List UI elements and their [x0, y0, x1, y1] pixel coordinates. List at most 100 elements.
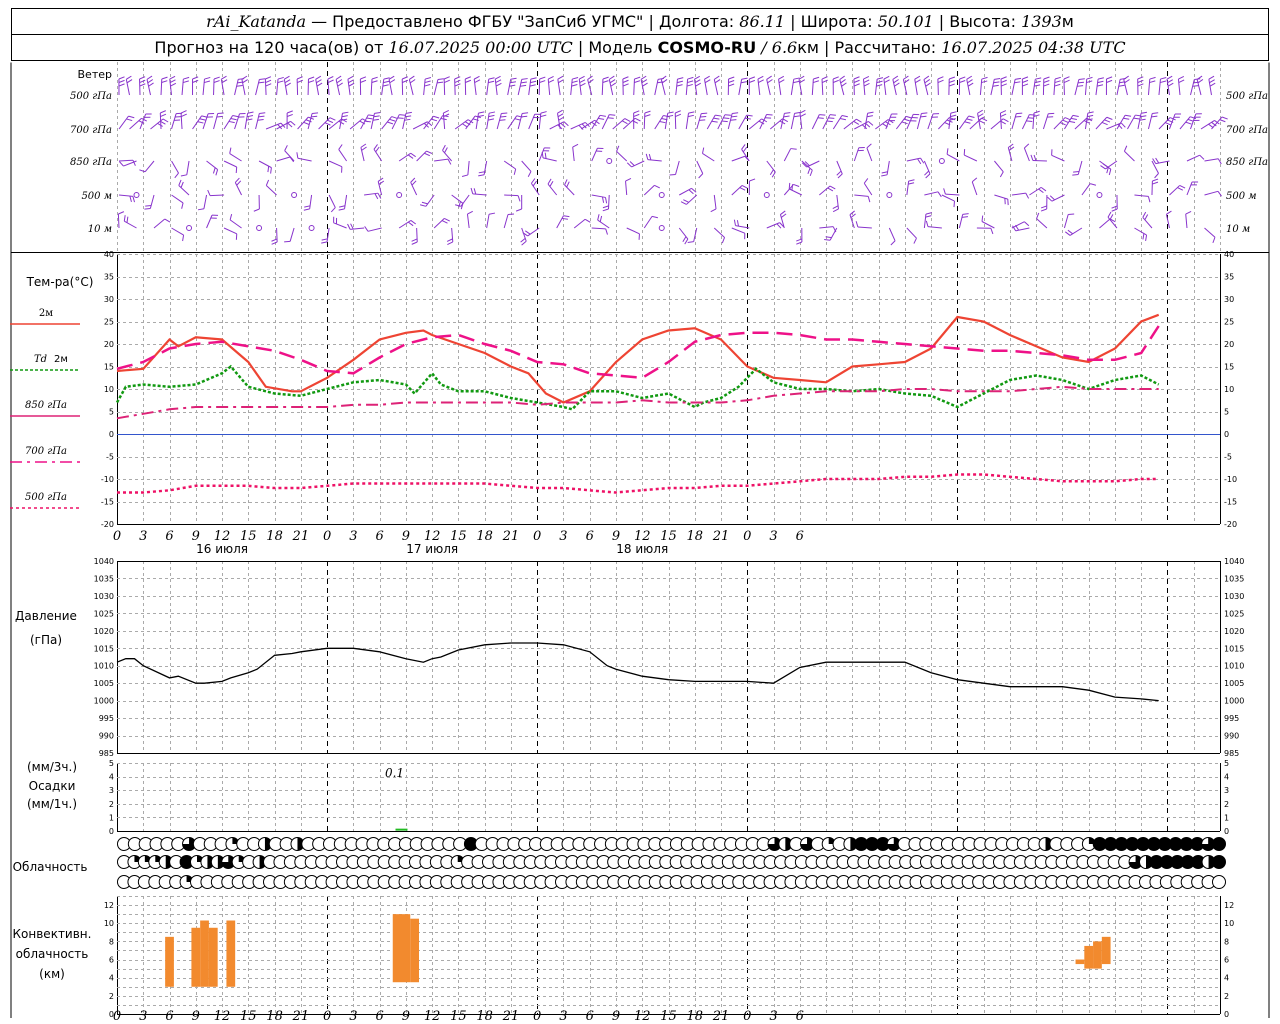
wind-barb-feather — [558, 79, 564, 84]
calc-time: 16.07.2025 04:38 UTC — [941, 38, 1126, 57]
wind-barb-shaft — [412, 121, 428, 130]
wind-barb-shaft — [643, 112, 646, 130]
wind-barb-shaft — [1032, 79, 1036, 96]
wind-barb — [1011, 192, 1030, 199]
wind-barb — [408, 75, 416, 96]
wind-barb-shaft — [857, 226, 872, 229]
wind-barb-feather — [539, 76, 546, 80]
wind-barb-feather — [426, 150, 433, 154]
wind-barb-feather — [277, 80, 284, 84]
wind-barb-feather — [645, 153, 649, 160]
wind-barb-shaft — [906, 114, 914, 130]
wind-barb — [451, 194, 464, 210]
cloud-cover-circle — [463, 837, 478, 851]
wind-barb-feather — [688, 189, 694, 195]
wind-barb-feather — [1026, 120, 1033, 122]
wind-barb-feather — [966, 118, 973, 121]
wind-barb — [685, 111, 695, 130]
wind-barb-feather — [651, 215, 658, 219]
wind-barb-feather — [541, 151, 544, 158]
wind-barb-feather — [1086, 76, 1093, 80]
wind-barb — [391, 114, 406, 130]
time-tick: 15 — [240, 529, 257, 544]
model-res-unit: км — [797, 38, 819, 57]
wind-barb-shaft — [486, 79, 490, 96]
wind-barb-shaft — [829, 227, 838, 241]
wind-barb — [1032, 110, 1040, 130]
wind-barb-feather — [478, 174, 485, 177]
wind-barb — [854, 194, 871, 203]
wind-barb-feather — [360, 79, 367, 83]
wind-barb-feather — [336, 79, 343, 84]
wind-barb-shaft — [442, 113, 446, 130]
wind-barb-feather — [1012, 225, 1017, 232]
wind-barb-shaft — [631, 160, 645, 168]
wind-barb-feather — [694, 75, 701, 80]
wind-barb-feather — [444, 79, 450, 83]
wind-barb-feather — [564, 179, 568, 186]
wind-barb-shaft — [234, 182, 243, 196]
wind-barb-shaft — [892, 79, 897, 96]
wind-barb — [1042, 112, 1055, 130]
wind-barb — [347, 223, 365, 230]
wind-barb-feather — [174, 172, 179, 179]
time-tick-bottom: 15 — [660, 1009, 677, 1024]
wind-barb-feather — [221, 79, 228, 84]
wind-barb-feather — [728, 76, 735, 80]
wind-barb-shaft — [801, 160, 813, 171]
wind-barb-feather — [598, 117, 605, 120]
wind-barb-feather — [999, 171, 1004, 178]
wind-barb — [819, 226, 837, 233]
time-tick-bottom: 21 — [502, 1009, 520, 1024]
wind-barb-shaft — [350, 227, 365, 230]
wind-barb-feather — [1149, 76, 1156, 80]
wind-barb-shaft — [377, 181, 383, 196]
wind-barb-feather — [1107, 211, 1112, 218]
wind-barb-shaft — [433, 79, 439, 96]
wind-barb-feather — [561, 217, 568, 220]
wind-barb-feather — [348, 82, 355, 87]
wind-barb-shaft — [888, 227, 896, 241]
wind-barb-feather — [139, 169, 146, 173]
cloud-cover-circle — [1159, 855, 1174, 869]
cloud-cover-circle — [767, 837, 782, 851]
cloud-cover-circle — [179, 855, 194, 869]
wind-barb — [766, 160, 776, 178]
wind-barb — [1030, 154, 1047, 162]
wind-barb-shaft — [504, 194, 519, 197]
wind-barb-feather — [817, 117, 824, 119]
wind-barb — [171, 160, 179, 179]
wind-barb-feather — [981, 76, 988, 80]
wind-barb-feather — [866, 115, 873, 118]
wind-barb-feather — [1145, 234, 1148, 242]
wind-barb-feather — [602, 208, 609, 212]
wind-barb-shaft — [556, 113, 561, 130]
wind-barb-feather — [1077, 85, 1084, 87]
temp-tick-left: 5 — [109, 408, 114, 417]
wind-barb-shaft — [1147, 79, 1151, 96]
wind-barb-feather — [710, 208, 717, 213]
station-name: rAi_Katanda — [206, 12, 306, 31]
wind-barb-feather — [1033, 110, 1040, 114]
wind-barb — [587, 75, 594, 96]
pressure-line — [116, 642, 1159, 702]
wind-barb-shaft — [674, 112, 677, 130]
wind-barb-feather — [521, 115, 528, 118]
wind-barb — [906, 157, 925, 165]
wind-barb — [824, 227, 838, 241]
time-tick-bottom: 6 — [796, 1009, 804, 1024]
wind-barb-feather — [1211, 121, 1217, 127]
conv-unit: (км) — [39, 967, 65, 981]
wind-barb-feather — [839, 118, 847, 121]
wind-barb-feather — [714, 79, 721, 84]
wind-barb-feather — [557, 75, 564, 80]
wind-barb-feather — [937, 76, 944, 80]
wind-barb-feather — [241, 75, 248, 80]
wind-barb — [713, 75, 721, 96]
wind-barb — [570, 77, 579, 96]
wind-barb-feather — [118, 83, 125, 87]
wind-barb — [660, 75, 668, 96]
wind-barb — [937, 76, 944, 96]
wind-barb-shaft — [1134, 227, 1147, 236]
wind-barb-shaft — [704, 79, 708, 96]
